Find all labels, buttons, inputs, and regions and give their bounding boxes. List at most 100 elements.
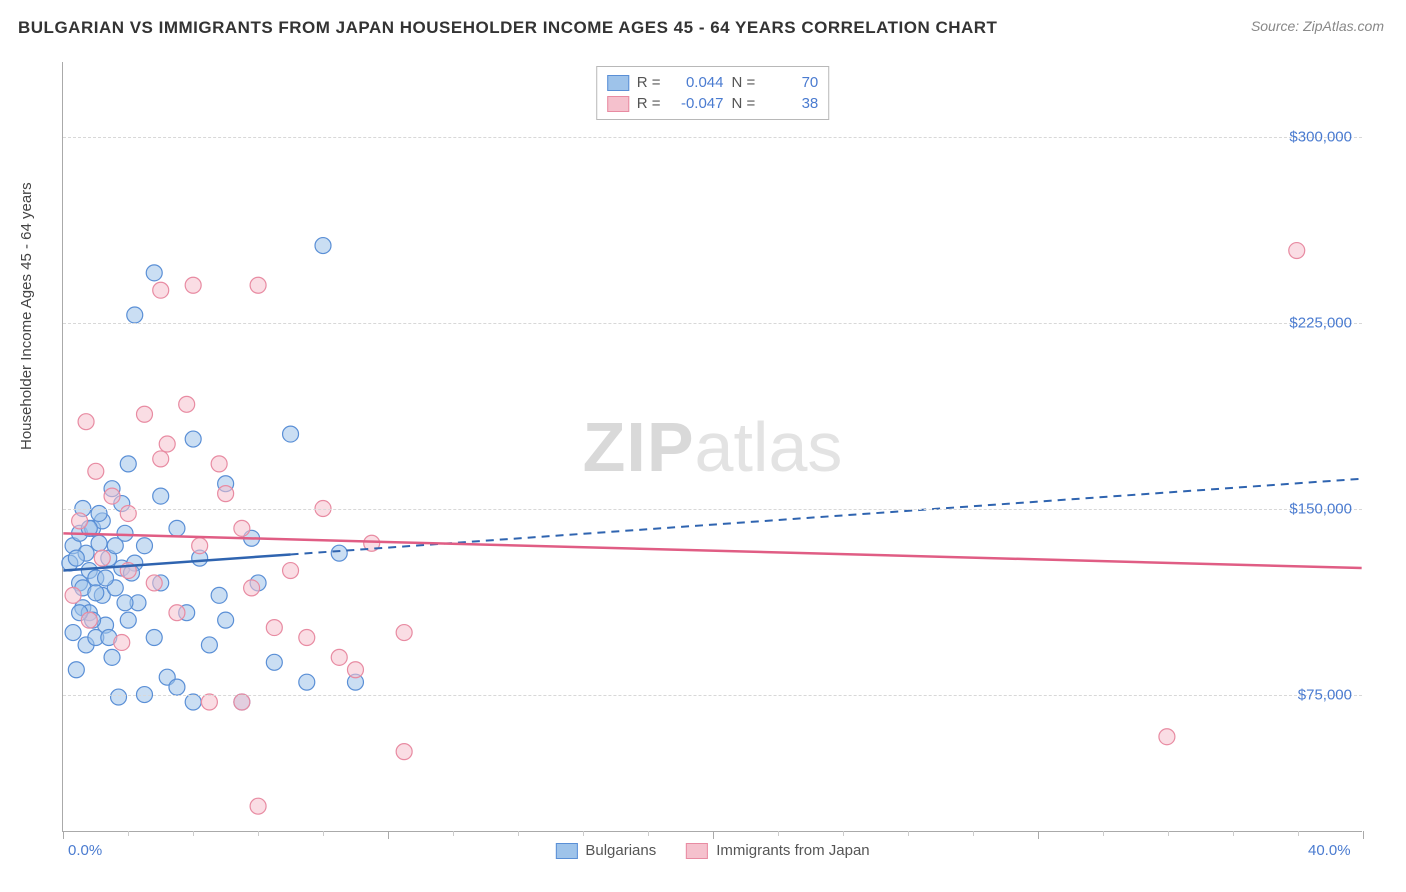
xtick-major (1363, 831, 1364, 839)
scatter-point (169, 605, 185, 621)
scatter-point (153, 451, 169, 467)
xtick-minor (1103, 831, 1104, 836)
scatter-point (283, 426, 299, 442)
scatter-point (315, 238, 331, 254)
scatter-point (146, 630, 162, 646)
xtick-minor (453, 831, 454, 836)
xaxis-label: 40.0% (1308, 842, 1351, 859)
scatter-point (94, 550, 110, 566)
scatter-point (120, 505, 136, 521)
xtick-minor (1168, 831, 1169, 836)
legend-label-0: Bulgarians (585, 842, 656, 859)
scatter-point (218, 612, 234, 628)
scatter-point (185, 431, 201, 447)
xtick-major (1038, 831, 1039, 839)
scatter-point (244, 580, 260, 596)
y-axis-label: Householder Income Ages 45 - 64 years (18, 182, 35, 450)
scatter-point (179, 396, 195, 412)
n-label-1: N = (732, 95, 756, 112)
scatter-point (91, 535, 107, 551)
n-value-0: 70 (763, 74, 818, 91)
bottom-legend: Bulgarians Immigrants from Japan (555, 842, 869, 859)
scatter-point (136, 538, 152, 554)
legend-item-1: Immigrants from Japan (686, 842, 869, 859)
r-value-1: -0.047 (669, 95, 724, 112)
legend-swatch-1 (686, 843, 708, 859)
xtick-major (713, 831, 714, 839)
scatter-point (88, 585, 104, 601)
scatter-point (136, 406, 152, 422)
xtick-minor (778, 831, 779, 836)
xtick-minor (128, 831, 129, 836)
xtick-minor (583, 831, 584, 836)
scatter-point (104, 649, 120, 665)
n-value-1: 38 (763, 95, 818, 112)
scatter-point (68, 662, 84, 678)
legend-label-1: Immigrants from Japan (716, 842, 869, 859)
scatter-point (331, 649, 347, 665)
scatter-point (211, 456, 227, 472)
scatter-point (211, 587, 227, 603)
xtick-major (63, 831, 64, 839)
scatter-point (78, 414, 94, 430)
scatter-point (68, 550, 84, 566)
xtick-minor (843, 831, 844, 836)
ytick-label: $300,000 (1289, 128, 1352, 145)
chart-plot-area: ZIPatlas R = 0.044 N = 70 R = -0.047 N =… (62, 62, 1362, 832)
xtick-minor (1233, 831, 1234, 836)
scatter-point (201, 694, 217, 710)
scatter-point (153, 282, 169, 298)
scatter-point (107, 538, 123, 554)
gridline-h (63, 323, 1362, 324)
swatch-series-1 (607, 96, 629, 112)
xtick-minor (323, 831, 324, 836)
r-label-0: R = (637, 74, 661, 91)
scatter-point (72, 513, 88, 529)
ytick-label: $150,000 (1289, 501, 1352, 518)
scatter-point (185, 277, 201, 293)
regression-line (63, 533, 1361, 568)
xtick-minor (518, 831, 519, 836)
scatter-point (299, 630, 315, 646)
scatter-point (1289, 243, 1305, 259)
chart-title: BULGARIAN VS IMMIGRANTS FROM JAPAN HOUSE… (18, 18, 997, 38)
scatter-point (396, 625, 412, 641)
scatter-point (250, 798, 266, 814)
n-label-0: N = (732, 74, 756, 91)
scatter-point (283, 563, 299, 579)
scatter-point (81, 612, 97, 628)
xtick-minor (258, 831, 259, 836)
scatter-point (146, 575, 162, 591)
scatter-point (396, 744, 412, 760)
scatter-point (185, 694, 201, 710)
r-value-0: 0.044 (669, 74, 724, 91)
ytick-label: $225,000 (1289, 314, 1352, 331)
gridline-h (63, 137, 1362, 138)
scatter-point (98, 570, 114, 586)
scatter-point (88, 463, 104, 479)
scatter-point (266, 654, 282, 670)
scatter-point (120, 456, 136, 472)
scatter-point (169, 520, 185, 536)
scatter-point (91, 505, 107, 521)
legend-item-0: Bulgarians (555, 842, 656, 859)
source-attribution: Source: ZipAtlas.com (1251, 18, 1384, 34)
scatter-point (159, 436, 175, 452)
scatter-point (1159, 729, 1175, 745)
scatter-point (347, 662, 363, 678)
xtick-major (388, 831, 389, 839)
scatter-point (111, 689, 127, 705)
stats-row-series-0: R = 0.044 N = 70 (607, 72, 819, 93)
scatter-point (169, 679, 185, 695)
stats-legend-box: R = 0.044 N = 70 R = -0.047 N = 38 (596, 66, 830, 120)
scatter-point (117, 595, 133, 611)
scatter-point (234, 520, 250, 536)
xaxis-label: 0.0% (68, 842, 102, 859)
scatter-point (331, 545, 347, 561)
scatter-point (218, 486, 234, 502)
scatter-point (65, 625, 81, 641)
stats-row-series-1: R = -0.047 N = 38 (607, 93, 819, 114)
gridline-h (63, 695, 1362, 696)
xtick-minor (1298, 831, 1299, 836)
scatter-point (299, 674, 315, 690)
